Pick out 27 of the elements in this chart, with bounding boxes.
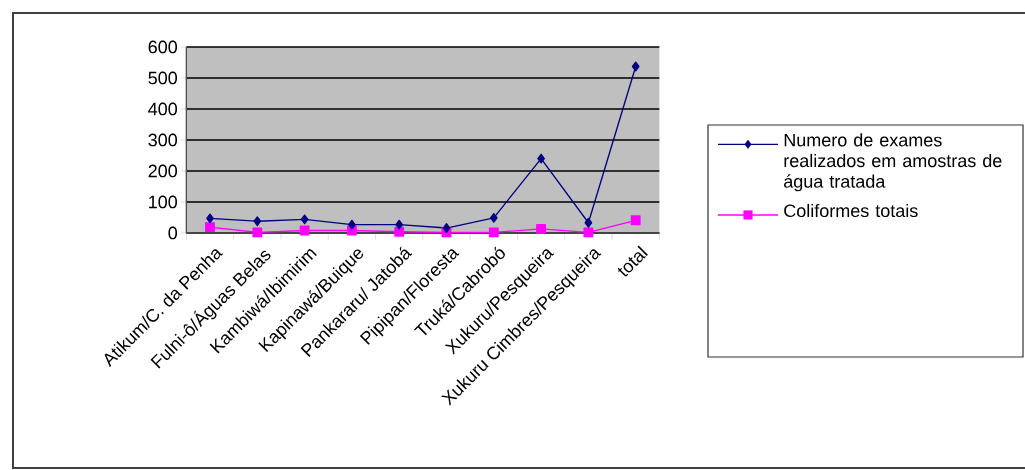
y-tick-label: 100 [149,195,178,209]
legend-label: Coliformes totais [784,203,918,218]
y-tick-label: 200 [148,164,178,178]
point [253,216,262,227]
point [442,223,451,233]
point [583,227,594,238]
point [206,213,214,224]
y-tick-label: 0 [168,226,178,240]
point [488,227,499,238]
point [584,217,593,228]
point [348,219,356,230]
y-tick-label: 600 [148,40,178,54]
point [631,61,640,72]
point [252,227,263,238]
y-tick-label: 300 [148,133,178,147]
y-tick-label: 500 [148,71,178,85]
point [536,224,547,234]
point [395,219,404,230]
point [299,225,310,236]
y-tick-label: 400 [148,102,178,116]
point [630,215,641,226]
point [300,214,309,225]
legend-label: Numero de exames realizados em amostras de água tratada [784,133,1002,192]
point [537,153,545,164]
point [394,226,405,237]
point [489,212,498,223]
point [205,222,215,233]
